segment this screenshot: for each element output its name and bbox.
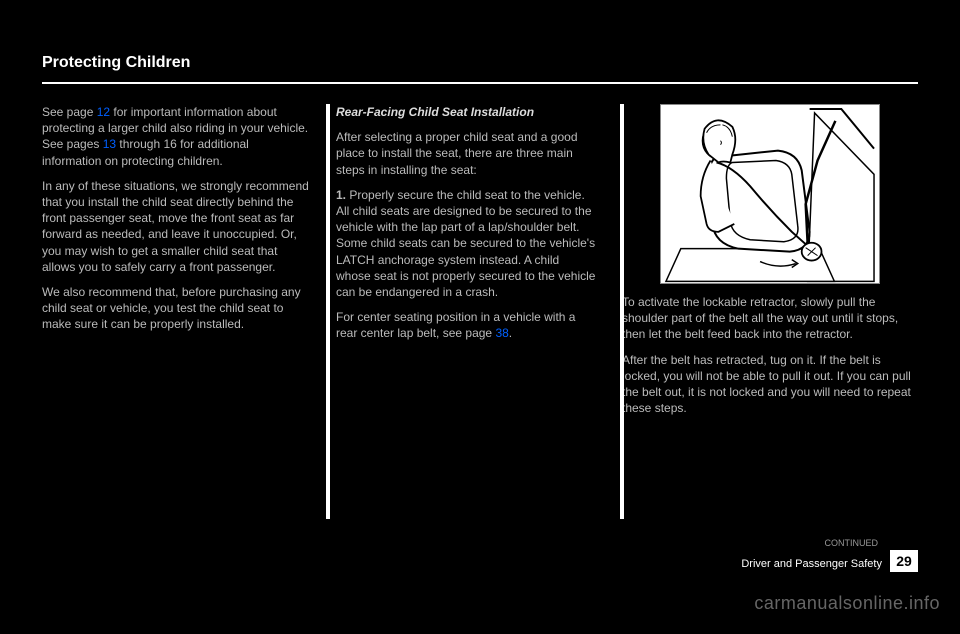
child-seat-illustration — [660, 104, 880, 284]
page-link-12[interactable]: 12 — [97, 105, 110, 119]
section-category: Driver and Passenger Safety — [741, 558, 882, 570]
column-divider-1 — [326, 104, 330, 519]
illustration-svg — [661, 105, 879, 283]
step-text: Properly secure the child seat to the ve… — [336, 188, 595, 299]
col2-step-1: 1. Properly secure the child seat to the… — [336, 187, 596, 300]
watermark-text: carmanualsonline.info — [754, 593, 940, 614]
content-columns: See page 12 for important information ab… — [42, 104, 918, 425]
continued-label: CONTINUED — [825, 538, 879, 548]
col2-paragraph-2: After selecting a proper child seat and … — [336, 129, 596, 178]
manual-page: Protecting Children See page 12 for impo… — [42, 42, 918, 572]
col2-paragraph-1: For center seating position in a vehicle… — [336, 309, 596, 341]
col3-paragraph-2: After the belt has retracted, tug on it.… — [622, 352, 918, 417]
column-2: Rear-Facing Child Seat Installation Afte… — [322, 104, 596, 425]
column-divider-2 — [620, 104, 624, 519]
col2-suffix: . — [509, 326, 512, 340]
page-link-13[interactable]: 13 — [103, 137, 116, 151]
col1-paragraph-2: In any of these situations, we strongly … — [42, 178, 310, 275]
col2-prefix: For center seating position in a vehicle… — [336, 310, 575, 340]
column-3: To activate the lockable retractor, slow… — [608, 104, 918, 425]
page-link-38[interactable]: 38 — [495, 326, 508, 340]
col1-paragraph: See page 12 for important information ab… — [42, 104, 310, 169]
col1-paragraph-3: We also recommend that, before purchasin… — [42, 284, 310, 333]
col3-paragraph-1: To activate the lockable retractor, slow… — [622, 294, 918, 343]
page-title: Protecting Children — [42, 54, 190, 72]
column-1: See page 12 for important information ab… — [42, 104, 310, 425]
page-number: 29 — [890, 550, 918, 572]
col1-text-prefix: See page — [42, 105, 97, 119]
step-number: 1. — [336, 188, 346, 202]
title-divider — [42, 82, 918, 84]
section-heading: Rear-Facing Child Seat Installation — [336, 104, 596, 120]
